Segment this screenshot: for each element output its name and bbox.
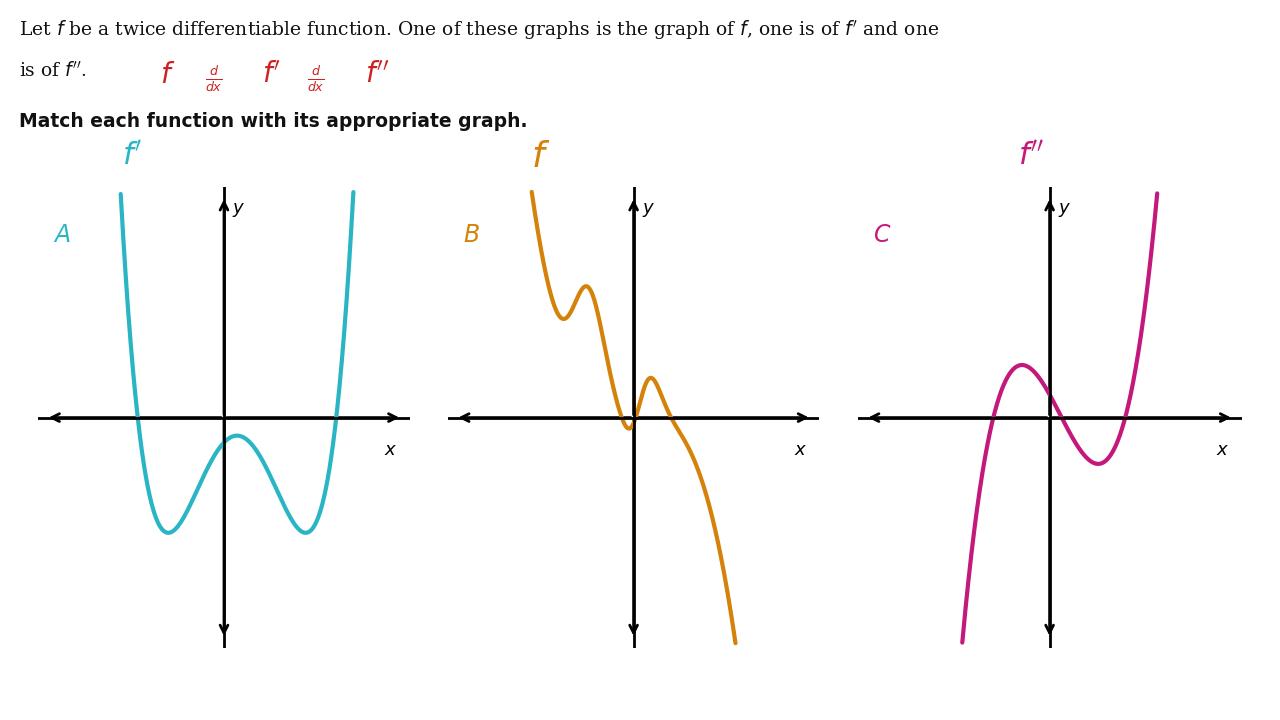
Text: $C$: $C$ [873,223,891,248]
Text: Match each function with its appropriate graph.: Match each function with its appropriate… [19,112,527,130]
Text: $x$: $x$ [1216,441,1229,459]
Text: $x$: $x$ [384,441,398,459]
Text: $f$: $f$ [531,140,550,174]
Text: $B$: $B$ [463,223,480,248]
Text: $f'$: $f'$ [262,61,282,89]
Text: $A$: $A$ [54,223,72,248]
Text: $\frac{d}{dx}$: $\frac{d}{dx}$ [205,65,223,94]
Text: is of $f''$.: is of $f''$. [19,61,87,81]
Text: $x$: $x$ [794,441,808,459]
Text: $f$: $f$ [160,61,175,89]
Text: $f'$: $f'$ [122,140,142,171]
Text: Let $f$ be a twice differentiable function. One of these graphs is the graph of : Let $f$ be a twice differentiable functi… [19,18,940,42]
Text: $\frac{d}{dx}$: $\frac{d}{dx}$ [307,65,325,94]
Text: $y$: $y$ [641,201,655,219]
Text: $f''$: $f''$ [365,61,389,89]
Text: $f''$: $f''$ [1018,140,1044,171]
Text: $y$: $y$ [1059,201,1071,219]
Text: $y$: $y$ [232,201,246,219]
